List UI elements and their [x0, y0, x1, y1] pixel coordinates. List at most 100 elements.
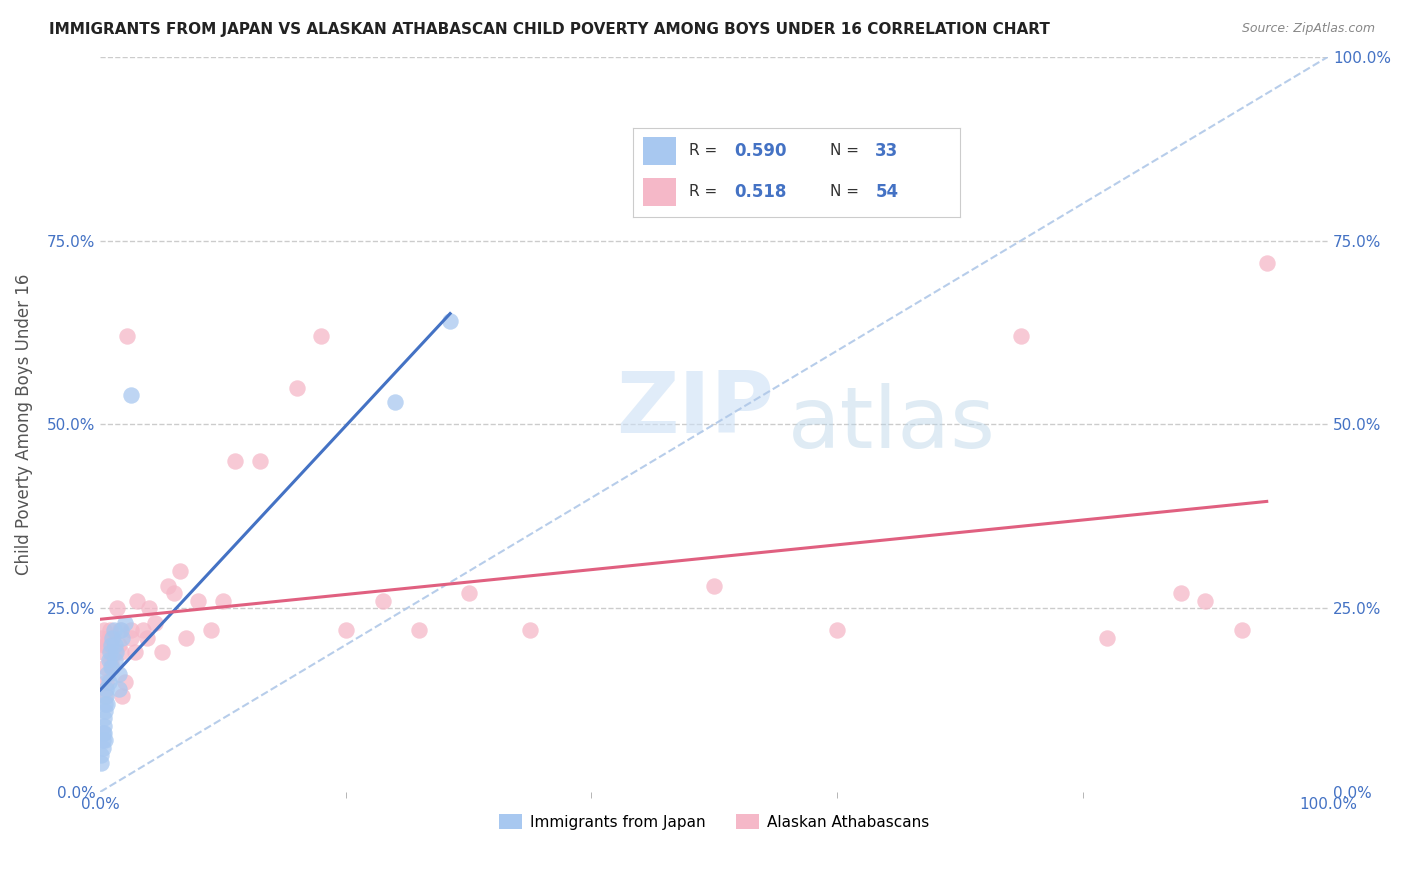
Text: 33: 33	[876, 142, 898, 160]
Point	[101, 631, 124, 645]
Point	[94, 690, 117, 704]
Point	[408, 624, 430, 638]
Point	[96, 638, 118, 652]
Text: N =: N =	[830, 144, 859, 159]
Point	[94, 733, 117, 747]
Text: ZIP: ZIP	[616, 368, 773, 451]
Point	[111, 631, 134, 645]
Point	[200, 624, 222, 638]
Point	[111, 690, 134, 704]
Point	[98, 645, 121, 659]
Point	[105, 645, 128, 659]
Point	[145, 615, 167, 630]
Point	[309, 329, 332, 343]
Point	[91, 740, 114, 755]
Point	[384, 395, 406, 409]
Point	[110, 624, 132, 638]
Point	[212, 594, 235, 608]
Point	[103, 624, 125, 638]
Point	[1010, 329, 1032, 343]
Point	[94, 704, 117, 718]
Text: 54: 54	[876, 183, 898, 201]
Text: Source: ZipAtlas.com: Source: ZipAtlas.com	[1241, 22, 1375, 36]
Point	[90, 748, 112, 763]
Point	[224, 454, 246, 468]
Point	[124, 645, 146, 659]
Point	[94, 697, 117, 711]
Point	[96, 674, 118, 689]
Point	[120, 631, 142, 645]
Point	[100, 652, 122, 666]
Point	[97, 652, 120, 666]
Point	[100, 660, 122, 674]
Point	[96, 697, 118, 711]
Point	[187, 594, 209, 608]
Point	[703, 579, 725, 593]
Point	[519, 624, 541, 638]
Point	[108, 624, 131, 638]
Point	[93, 719, 115, 733]
Point	[107, 667, 129, 681]
Point	[101, 631, 124, 645]
Point	[1095, 631, 1118, 645]
Point	[125, 594, 148, 608]
Point	[135, 631, 157, 645]
Point	[114, 615, 136, 630]
Point	[1170, 586, 1192, 600]
Point	[249, 454, 271, 468]
Point	[457, 586, 479, 600]
Text: IMMIGRANTS FROM JAPAN VS ALASKAN ATHABASCAN CHILD POVERTY AMONG BOYS UNDER 16 CO: IMMIGRANTS FROM JAPAN VS ALASKAN ATHABAS…	[49, 22, 1050, 37]
Point	[169, 565, 191, 579]
Point	[104, 638, 127, 652]
Text: 0.518: 0.518	[735, 183, 787, 201]
Point	[114, 674, 136, 689]
Point	[104, 652, 127, 666]
Point	[93, 726, 115, 740]
Point	[107, 638, 129, 652]
Point	[90, 631, 112, 645]
Point	[104, 645, 127, 659]
Point	[94, 660, 117, 674]
Y-axis label: Child Poverty Among Boys Under 16: Child Poverty Among Boys Under 16	[15, 274, 32, 575]
Bar	[643, 178, 676, 206]
Point	[97, 674, 120, 689]
Point	[91, 645, 114, 659]
Point	[132, 624, 155, 638]
Point	[120, 388, 142, 402]
Point	[100, 638, 122, 652]
Point	[163, 586, 186, 600]
Point	[150, 645, 173, 659]
Point	[110, 645, 132, 659]
Text: N =: N =	[830, 185, 859, 200]
Point	[156, 579, 179, 593]
Point	[96, 690, 118, 704]
Point	[1256, 255, 1278, 269]
Point	[825, 624, 848, 638]
Point	[174, 631, 197, 645]
Point	[335, 624, 357, 638]
Point	[91, 733, 114, 747]
Bar	[643, 136, 676, 165]
Point	[91, 726, 114, 740]
Point	[96, 681, 118, 696]
Point	[1230, 624, 1253, 638]
Point	[439, 314, 461, 328]
Point	[93, 624, 115, 638]
Point	[90, 756, 112, 770]
Point	[101, 660, 124, 674]
Text: R =: R =	[689, 144, 717, 159]
Point	[138, 601, 160, 615]
Legend: Immigrants from Japan, Alaskan Athabascans: Immigrants from Japan, Alaskan Athabasca…	[494, 807, 935, 836]
Text: atlas: atlas	[787, 383, 995, 466]
Point	[371, 594, 394, 608]
Text: R =: R =	[689, 185, 717, 200]
Point	[1194, 594, 1216, 608]
Point	[120, 624, 142, 638]
Point	[98, 624, 121, 638]
Point	[105, 601, 128, 615]
Text: 0.590: 0.590	[735, 142, 787, 160]
Point	[93, 711, 115, 725]
Point	[285, 380, 308, 394]
Point	[107, 681, 129, 696]
Point	[115, 329, 138, 343]
